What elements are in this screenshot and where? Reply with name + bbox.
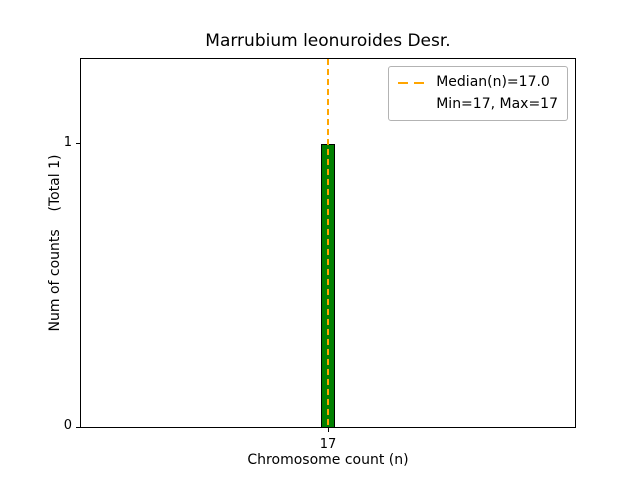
legend-minmax-label: Min=17, Max=17 [436, 95, 558, 112]
y-tick-label: 0 [63, 418, 72, 433]
y-tick-mark [76, 143, 80, 145]
legend: Median(n)=17.0 Min=17, Max=17 [388, 66, 568, 122]
x-axis-label: Chromosome count (n) [247, 452, 409, 468]
legend-indent [398, 104, 428, 106]
legend-median-label: Median(n)=17.0 [436, 74, 550, 90]
plot-area: Median(n)=17.0 Min=17, Max=17 0 1 17 [64, 58, 576, 452]
median-line [327, 59, 329, 427]
x-tick-mark [327, 428, 329, 432]
x-tick-label: 17 [319, 437, 337, 452]
y-tick-mark [76, 426, 80, 428]
legend-row-median: Median(n)=17.0 [398, 72, 558, 94]
median-line-legend-swatch [398, 81, 429, 84]
y-axis-label: Num of counts (Total 1) [47, 154, 63, 332]
legend-row-minmax: Min=17, Max=17 [398, 94, 558, 116]
chart-title: Marrubium leonuroides Desr. [205, 31, 451, 51]
y-tick-label: 1 [63, 134, 72, 150]
